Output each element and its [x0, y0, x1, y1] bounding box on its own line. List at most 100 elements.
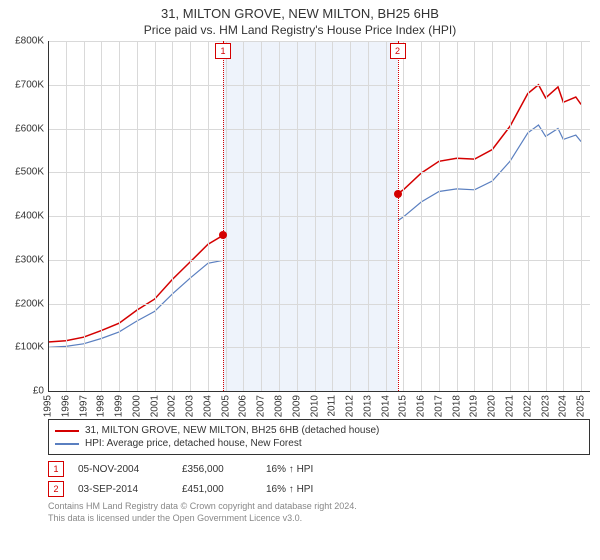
ytick-label: £800K	[15, 36, 44, 47]
sales-table: 105-NOV-2004£356,00016% ↑ HPI203-SEP-201…	[48, 459, 590, 499]
gridline-vertical	[315, 41, 316, 391]
chart-title-line1: 31, MILTON GROVE, NEW MILTON, BH25 6HB	[0, 0, 600, 21]
gridline-vertical	[279, 41, 280, 391]
gridline-vertical	[101, 41, 102, 391]
gridline-vertical	[226, 41, 227, 391]
sale-price: £356,000	[182, 464, 252, 475]
sale-number-box: 1	[48, 461, 64, 477]
legend-swatch	[55, 430, 79, 432]
gridline-vertical	[563, 41, 564, 391]
xtick-label: 2010	[309, 395, 320, 417]
ytick-label: £600K	[15, 123, 44, 134]
xtick-label: 2004	[202, 395, 213, 417]
gridline-vertical	[510, 41, 511, 391]
ytick-label: £400K	[15, 211, 44, 222]
xtick-label: 2013	[362, 395, 373, 417]
sale-price: £451,000	[182, 484, 252, 495]
sale-marker-box: 1	[215, 43, 231, 59]
gridline-vertical	[208, 41, 209, 391]
xtick-label: 2002	[167, 395, 178, 417]
gridline-horizontal	[48, 216, 590, 217]
sale-dot	[219, 231, 227, 239]
sale-date: 03-SEP-2014	[78, 484, 168, 495]
gridline-horizontal	[48, 41, 590, 42]
gridline-vertical	[386, 41, 387, 391]
ytick-label: £100K	[15, 342, 44, 353]
xtick-label: 2017	[433, 395, 444, 417]
xtick-label: 2011	[327, 395, 338, 417]
xtick-label: 2012	[345, 395, 356, 417]
gridline-horizontal	[48, 391, 590, 392]
legend-label: HPI: Average price, detached house, New …	[85, 438, 302, 449]
gridline-vertical	[48, 41, 49, 391]
gridline-vertical	[403, 41, 404, 391]
footer-line1: Contains HM Land Registry data © Crown c…	[48, 501, 590, 513]
xtick-label: 2003	[185, 395, 196, 417]
xtick-label: 2014	[380, 395, 391, 417]
chart-container: 31, MILTON GROVE, NEW MILTON, BH25 6HB P…	[0, 0, 600, 560]
footer-line2: This data is licensed under the Open Gov…	[48, 513, 590, 525]
sale-marker-vline	[398, 41, 399, 391]
xtick-label: 1999	[114, 395, 125, 417]
sale-dot	[394, 190, 402, 198]
gridline-vertical	[155, 41, 156, 391]
gridline-vertical	[261, 41, 262, 391]
gridline-vertical	[581, 41, 582, 391]
sale-marker-box: 2	[390, 43, 406, 59]
gridline-vertical	[243, 41, 244, 391]
xtick-label: 2008	[274, 395, 285, 417]
ytick-label: £500K	[15, 167, 44, 178]
xtick-label: 2025	[576, 395, 587, 417]
chart-title-line2: Price paid vs. HM Land Registry's House …	[0, 21, 600, 41]
ytick-label: £700K	[15, 79, 44, 90]
chart-plot-area: £0£100K£200K£300K£400K£500K£600K£700K£80…	[48, 41, 590, 391]
xtick-label: 2019	[469, 395, 480, 417]
ytick-label: £300K	[15, 254, 44, 265]
xtick-label: 1995	[43, 395, 54, 417]
gridline-vertical	[84, 41, 85, 391]
gridline-vertical	[172, 41, 173, 391]
xtick-label: 2018	[451, 395, 462, 417]
xtick-label: 2015	[398, 395, 409, 417]
gridline-vertical	[332, 41, 333, 391]
xtick-label: 2021	[505, 395, 516, 417]
xtick-label: 2020	[487, 395, 498, 417]
legend-label: 31, MILTON GROVE, NEW MILTON, BH25 6HB (…	[85, 425, 379, 436]
xtick-label: 2024	[558, 395, 569, 417]
gridline-vertical	[492, 41, 493, 391]
sale-delta: 16% ↑ HPI	[266, 484, 356, 495]
gridline-vertical	[66, 41, 67, 391]
legend-swatch	[55, 443, 79, 445]
gridline-vertical	[119, 41, 120, 391]
legend-item: 31, MILTON GROVE, NEW MILTON, BH25 6HB (…	[55, 424, 583, 437]
gridline-horizontal	[48, 304, 590, 305]
xtick-label: 2022	[522, 395, 533, 417]
gridline-vertical	[457, 41, 458, 391]
gridline-horizontal	[48, 85, 590, 86]
gridline-vertical	[190, 41, 191, 391]
gridline-vertical	[421, 41, 422, 391]
gridline-horizontal	[48, 172, 590, 173]
gridline-vertical	[474, 41, 475, 391]
gridline-vertical	[546, 41, 547, 391]
gridline-vertical	[137, 41, 138, 391]
gridline-horizontal	[48, 260, 590, 261]
chart-footer: Contains HM Land Registry data © Crown c…	[48, 501, 590, 524]
gridline-vertical	[350, 41, 351, 391]
legend-item: HPI: Average price, detached house, New …	[55, 437, 583, 450]
xtick-label: 2007	[256, 395, 267, 417]
xtick-label: 2016	[416, 395, 427, 417]
chart-legend: 31, MILTON GROVE, NEW MILTON, BH25 6HB (…	[48, 419, 590, 455]
xtick-label: 1997	[78, 395, 89, 417]
sale-marker-vline	[223, 41, 224, 391]
gridline-vertical	[528, 41, 529, 391]
sales-table-row: 105-NOV-2004£356,00016% ↑ HPI	[48, 459, 590, 479]
xtick-label: 2001	[149, 395, 160, 417]
gridline-horizontal	[48, 347, 590, 348]
gridline-vertical	[297, 41, 298, 391]
xtick-label: 2023	[540, 395, 551, 417]
sale-delta: 16% ↑ HPI	[266, 464, 356, 475]
xtick-label: 2009	[291, 395, 302, 417]
xtick-label: 2005	[220, 395, 231, 417]
xtick-label: 1998	[96, 395, 107, 417]
